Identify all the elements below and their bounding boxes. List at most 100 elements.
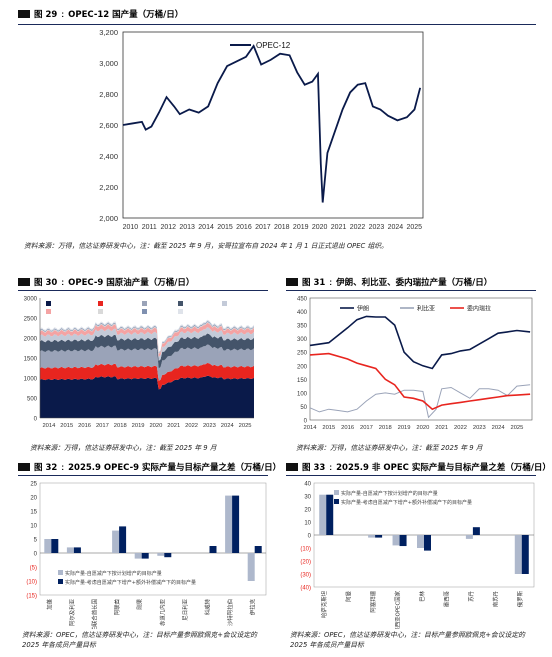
fig30-x-tick: 2020 (149, 423, 162, 429)
fig29-series-line (122, 44, 422, 203)
fig33-y-tick: 10 (304, 521, 311, 527)
fig30-area-0 (40, 375, 254, 418)
fig30-legend-swatch (142, 309, 147, 314)
fig30-legend-swatch (178, 301, 183, 306)
fig31-x-tick: 2021 (435, 425, 448, 431)
fig30-marker (18, 278, 30, 286)
fig30-x-tick: 2017 (96, 423, 109, 429)
fig31-y-tick: 350 (297, 324, 308, 330)
fig33-label: 图 33 (302, 463, 326, 473)
fig30-x-tick: 2023 (203, 423, 216, 429)
fig30-area-4 (40, 327, 254, 361)
fig29-x-tick: 2024 (388, 224, 404, 231)
fig30-x-tick: 2014 (42, 423, 56, 429)
fig29-y-tick: 2,000 (99, 214, 118, 223)
fig32-y-tick: 15 (30, 510, 37, 516)
fig30-rule (18, 290, 268, 291)
fig31-x-tick: 2024 (492, 425, 506, 431)
fig29-x-tick: 2010 (123, 224, 139, 231)
fig32-x-tick: 加蓬 (45, 598, 53, 609)
fig31-plot-frame (309, 297, 533, 421)
fig32-bar (254, 546, 262, 553)
fig30-area-1 (40, 363, 254, 390)
fig30-legend-label: 加蓬 (149, 308, 159, 316)
fig29-x-tick: 2014 (198, 224, 214, 231)
fig29-y-tick: 2,200 (99, 183, 118, 192)
fig31-series-line-2 (309, 352, 531, 411)
fig29-x-tick: 2025 (406, 224, 422, 231)
fig29-x-tick: 2023 (369, 224, 385, 231)
fig30-area-5 (40, 322, 254, 357)
fig32-legend-label: 实际产量-自愿减产下按计划增产的目标产量 (65, 570, 162, 577)
fig32-chart: (15) (10) (5) 0 5 10 15 20 25 加蓬 阿尔及利亚 阿拉伯联合酋长国 阿联酋 刚… (26, 482, 267, 629)
fig32-bar (73, 547, 81, 553)
fig29-x-tick: 2013 (179, 224, 195, 231)
fig30-legend-label: 阿尔及利亚 (53, 308, 79, 316)
fig29-x-tick: 2021 (331, 224, 347, 231)
fig30-area-6 (40, 322, 254, 354)
fig31-y-tick: 50 (300, 405, 307, 411)
fig33-y-tick: 30 (304, 495, 311, 501)
fig32-bar (51, 539, 59, 553)
fig33-bar (514, 535, 522, 574)
fig33-source: 资料来源：OPEC，信达证券研发中心，注：目标产量参照欧佩克+会议设定的 202… (290, 631, 525, 649)
fig33-x-tick: 苏丹 (467, 590, 475, 601)
fig31-x-tick: 2016 (341, 425, 354, 431)
fig32-y-tick: 20 (30, 496, 37, 502)
fig30-legend-swatch (98, 309, 103, 314)
fig30-legend-swatch (98, 301, 103, 306)
fig30-x-tick: 2018 (114, 423, 127, 429)
fig29-legend-label: OPEC-12 (256, 41, 291, 50)
fig33-x-tick: 哈萨克斯坦 (320, 590, 328, 618)
fig31-series-line-0 (309, 315, 531, 370)
fig29-source: 资料来源：万得，信达证券研发中心，注：截至 2025 年 9 月，安哥拉宣布自 … (24, 242, 388, 250)
fig29-x-tick: 2017 (255, 224, 271, 231)
fig33-x-tick: 南苏丹 (491, 590, 499, 607)
fig30-y-tick: 2000 (24, 337, 38, 343)
fig32-y-tick: 5 (34, 538, 38, 544)
fig33-x-tick: 马来西亚OPEC国家 (394, 590, 402, 629)
fig32-bar (232, 495, 240, 553)
fig29-y-tick: 2,600 (99, 121, 118, 130)
fig33-y-tick: (30) (300, 573, 311, 579)
fig32-label: 图 32 (34, 463, 58, 473)
fig29-x-tick: 2011 (142, 224, 157, 231)
fig30-x-tick: 2019 (132, 423, 145, 429)
fig29-x-tick: 2012 (160, 224, 176, 231)
fig29-x-tick: 2018 (274, 224, 290, 231)
fig30-title: OPEC-9 国原油产量（万桶/日） (68, 278, 195, 288)
fig33-x-tick: 阿曼 (345, 590, 353, 601)
fig32-title: 2025.9 OPEC-9 实际产量与目标产量之差（万桶/日） (68, 463, 282, 473)
fig30-area-2 (40, 344, 254, 381)
fig30-legend-label: 尼日利亚 (229, 300, 250, 308)
fig29-title: OPEC-12 国产量（万桶/日） (68, 10, 184, 20)
fig31-y-tick: 0 (304, 419, 308, 425)
fig30-legend-swatch (46, 301, 51, 306)
fig29-x-tick: 2022 (350, 224, 366, 231)
fig33-rule (286, 475, 536, 476)
fig33-bar (399, 535, 407, 547)
fig32-bar (209, 546, 217, 553)
fig32-bar (66, 547, 74, 553)
fig29-y-tick: 3,200 (99, 28, 118, 37)
fig31-rule (286, 290, 536, 291)
fig32-legend-swatch (58, 579, 63, 584)
fig32-x-tick: 阿联酋 (113, 598, 121, 615)
fig32-plot-frame (39, 482, 267, 596)
fig33-bar (368, 535, 376, 538)
fig30-x-tick: 2016 (78, 423, 91, 429)
fig30-x-tick: 2025 (239, 423, 252, 429)
fig33-y-tick: (10) (300, 547, 311, 553)
fig33-legend-label: 实际产量-自愿减产下按计划增产的目标产量 (341, 490, 438, 497)
fig31-header: 图 31: 伊朗、利比亚、委内瑞拉产量（万桶/日） (286, 276, 492, 288)
fig30-source: 资料来源：万得，信达证券研发中心，注：截至 2025 年 9 月 (30, 444, 217, 452)
fig33-chart: (40) (30) (20) (10) 0 10 20 30 40 哈萨克斯坦 阿曼 阿塞拜疆 马来西亚… (300, 482, 535, 629)
fig30-area-7 (40, 321, 254, 354)
fig31-legend-label: 利比亚 (417, 305, 435, 313)
fig32-x-tick: 沙特阿拉伯 (226, 599, 234, 626)
fig31-source: 资料来源：万得，信达证券研发中心，注：截至 2025 年 9 月 (296, 444, 483, 452)
fig33-bar (417, 535, 424, 548)
fig29-y-tick: 3,000 (99, 59, 118, 68)
fig32-bar (157, 553, 165, 556)
fig33-bar (424, 535, 431, 551)
